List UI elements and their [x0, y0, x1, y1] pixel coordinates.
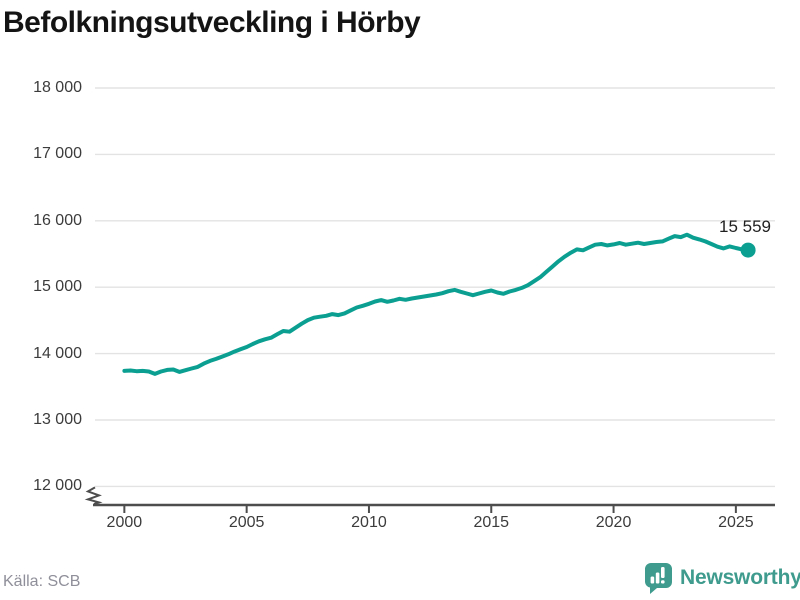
end-value-label: 15 559 [719, 217, 771, 236]
y-tick-label: 17 000 [33, 145, 82, 163]
x-tick-label: 2020 [595, 514, 632, 531]
y-tick-label: 13 000 [33, 411, 82, 428]
population-series-line [122, 232, 751, 376]
x-tick-label: 2005 [228, 514, 265, 531]
y-tick-label: 12 000 [33, 477, 82, 495]
x-tick-label: 2010 [351, 514, 387, 531]
x-tick-label: 2000 [106, 514, 143, 531]
end-point-marker [740, 242, 756, 258]
y-tick-label: 15 000 [33, 278, 82, 296]
y-tick-label: 18 000 [33, 79, 82, 96]
y-tick-label: 14 000 [33, 344, 82, 362]
axis-break-icon [84, 486, 103, 505]
x-tick-label: 2025 [718, 514, 754, 531]
y-tick-label: 16 000 [33, 211, 82, 229]
brand-name: Newsworthy [680, 566, 800, 589]
source-label: Källa: SCB [3, 573, 81, 590]
newsworthy-logo-icon [645, 563, 672, 594]
chart-title: Befolkningsutveckling i Hörby [3, 6, 421, 39]
newsworthy-brand: Newsworthy [644, 562, 800, 594]
x-tick-label: 2015 [473, 514, 510, 531]
